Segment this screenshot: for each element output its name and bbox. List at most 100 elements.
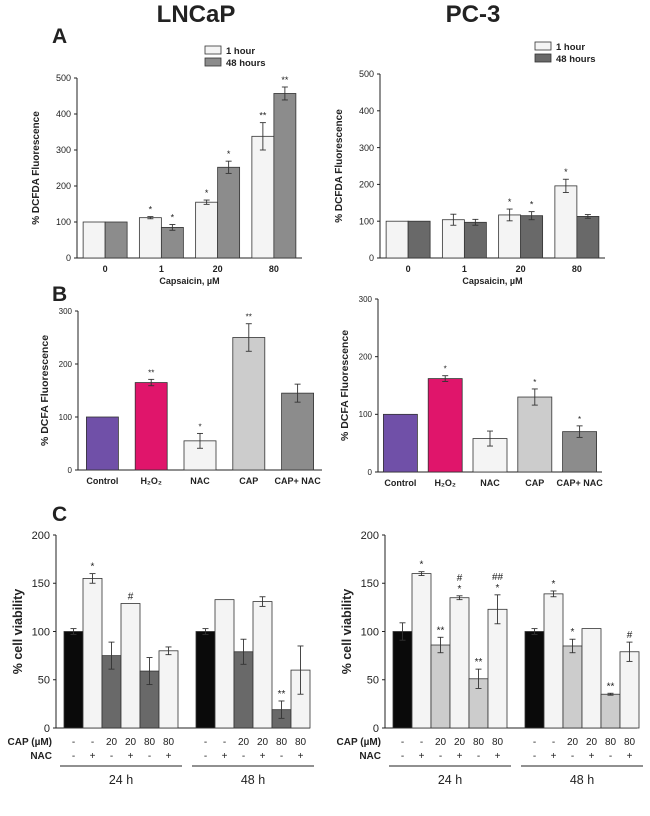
y-tick-label: 100 <box>32 626 50 638</box>
x-tick-label: 0 <box>103 264 108 274</box>
bar <box>252 601 273 729</box>
x-tick-label: H₂O₂ <box>434 478 456 488</box>
bar <box>273 93 297 259</box>
bar <box>385 220 409 259</box>
y-tick-label: 300 <box>59 307 73 316</box>
bar <box>619 651 640 729</box>
nac-label: - <box>401 751 404 762</box>
y-tick-label: 100 <box>359 410 373 419</box>
x-tick-label: 1 <box>462 264 467 274</box>
group-label: 24 h <box>438 773 462 787</box>
significance-label: ** <box>437 625 445 636</box>
cap-dose-label: 20 <box>106 737 118 748</box>
bar <box>195 201 219 259</box>
legend-label: 1 hour <box>226 46 255 57</box>
bar <box>463 221 487 259</box>
bar <box>217 166 241 259</box>
nac-label: + <box>627 751 633 762</box>
y-tick-label: 150 <box>32 578 50 590</box>
bar <box>158 650 179 729</box>
significance-label: * <box>171 213 175 223</box>
y-tick-label: 0 <box>68 466 73 475</box>
nac-label: + <box>298 751 304 762</box>
y-tick-label: 0 <box>369 253 374 263</box>
row-label-nac: NAC <box>359 751 381 762</box>
y-tick-label: 100 <box>359 216 374 226</box>
group-label: 48 h <box>570 773 594 787</box>
y-tick-label: 100 <box>361 626 379 638</box>
row-label-cap: CAP (µM) <box>8 737 52 748</box>
group-label: 24 h <box>109 773 133 787</box>
nac-label: - <box>110 751 113 762</box>
cap-dose-label: 80 <box>144 737 156 748</box>
bar <box>63 631 84 729</box>
legend-swatch <box>204 57 222 67</box>
x-tick-label: CAP <box>525 478 544 488</box>
y-tick-label: 200 <box>359 352 373 361</box>
y-tick-label: 200 <box>59 360 73 369</box>
nac-label: - <box>280 751 283 762</box>
cap-dose-label: - <box>223 737 226 748</box>
y-tick-label: 100 <box>59 413 73 422</box>
cap-dose-label: - <box>533 737 536 748</box>
nac-label: + <box>551 751 557 762</box>
legend-swatch <box>534 41 552 51</box>
y-tick-label: 50 <box>38 675 50 687</box>
nac-label: + <box>128 751 134 762</box>
bar <box>554 185 578 259</box>
cap-dose-label: 20 <box>257 737 269 748</box>
y-tick-label: 200 <box>361 530 379 542</box>
bar <box>138 217 162 259</box>
x-axis-label: Capsaicin, µM <box>159 276 219 286</box>
nac-label: + <box>260 751 266 762</box>
significance-label: ** <box>259 111 267 121</box>
legend-label: 48 hours <box>556 54 596 65</box>
cap-dose-label: 20 <box>435 737 447 748</box>
legend-swatch <box>204 45 222 55</box>
significance-label: * <box>458 584 462 595</box>
x-tick-label: Control <box>384 478 416 488</box>
y-tick-label: 0 <box>373 723 379 735</box>
nac-label: + <box>495 751 501 762</box>
cap-dose-label: - <box>91 737 94 748</box>
significance-label: * <box>578 415 581 424</box>
cap-dose-label: 20 <box>125 737 137 748</box>
significance-label: * <box>552 579 556 590</box>
cap-dose-label: - <box>552 737 555 748</box>
significance-label: ** <box>475 657 483 668</box>
bar <box>214 599 235 729</box>
significance-label: ** <box>607 681 615 692</box>
bar <box>600 693 621 729</box>
significance-label: ## <box>492 572 504 583</box>
y-tick-label: 150 <box>361 578 379 590</box>
cap-dose-label: 80 <box>605 737 617 748</box>
x-tick-label: CAP+ NAC <box>274 476 321 486</box>
nac-label: + <box>419 751 425 762</box>
bar <box>82 578 103 729</box>
cap-dose-label: 80 <box>624 737 636 748</box>
x-tick-label: 1 <box>159 264 164 274</box>
bar <box>581 628 602 729</box>
nac-label: + <box>90 751 96 762</box>
significance-label: * <box>564 167 568 177</box>
legend-label: 1 hour <box>556 42 585 53</box>
y-tick-label: 0 <box>368 468 373 477</box>
significance-label: * <box>205 188 209 198</box>
bar <box>195 631 216 729</box>
cap-dose-label: - <box>420 737 423 748</box>
significance-label: # <box>457 573 463 584</box>
legend-label: 48 hours <box>226 58 266 69</box>
bar <box>382 413 418 473</box>
cap-dose-label: 20 <box>238 737 250 748</box>
bar <box>430 644 451 729</box>
nac-label: + <box>589 751 595 762</box>
cap-dose-label: 20 <box>586 737 598 748</box>
significance-label: ** <box>278 689 286 700</box>
cap-dose-label: 80 <box>492 737 504 748</box>
significance-label: * <box>198 422 201 431</box>
cap-dose-label: - <box>401 737 404 748</box>
bar <box>449 597 470 729</box>
lncap-title: LNCaP <box>157 1 236 28</box>
x-tick-label: CAP+ NAC <box>556 478 603 488</box>
